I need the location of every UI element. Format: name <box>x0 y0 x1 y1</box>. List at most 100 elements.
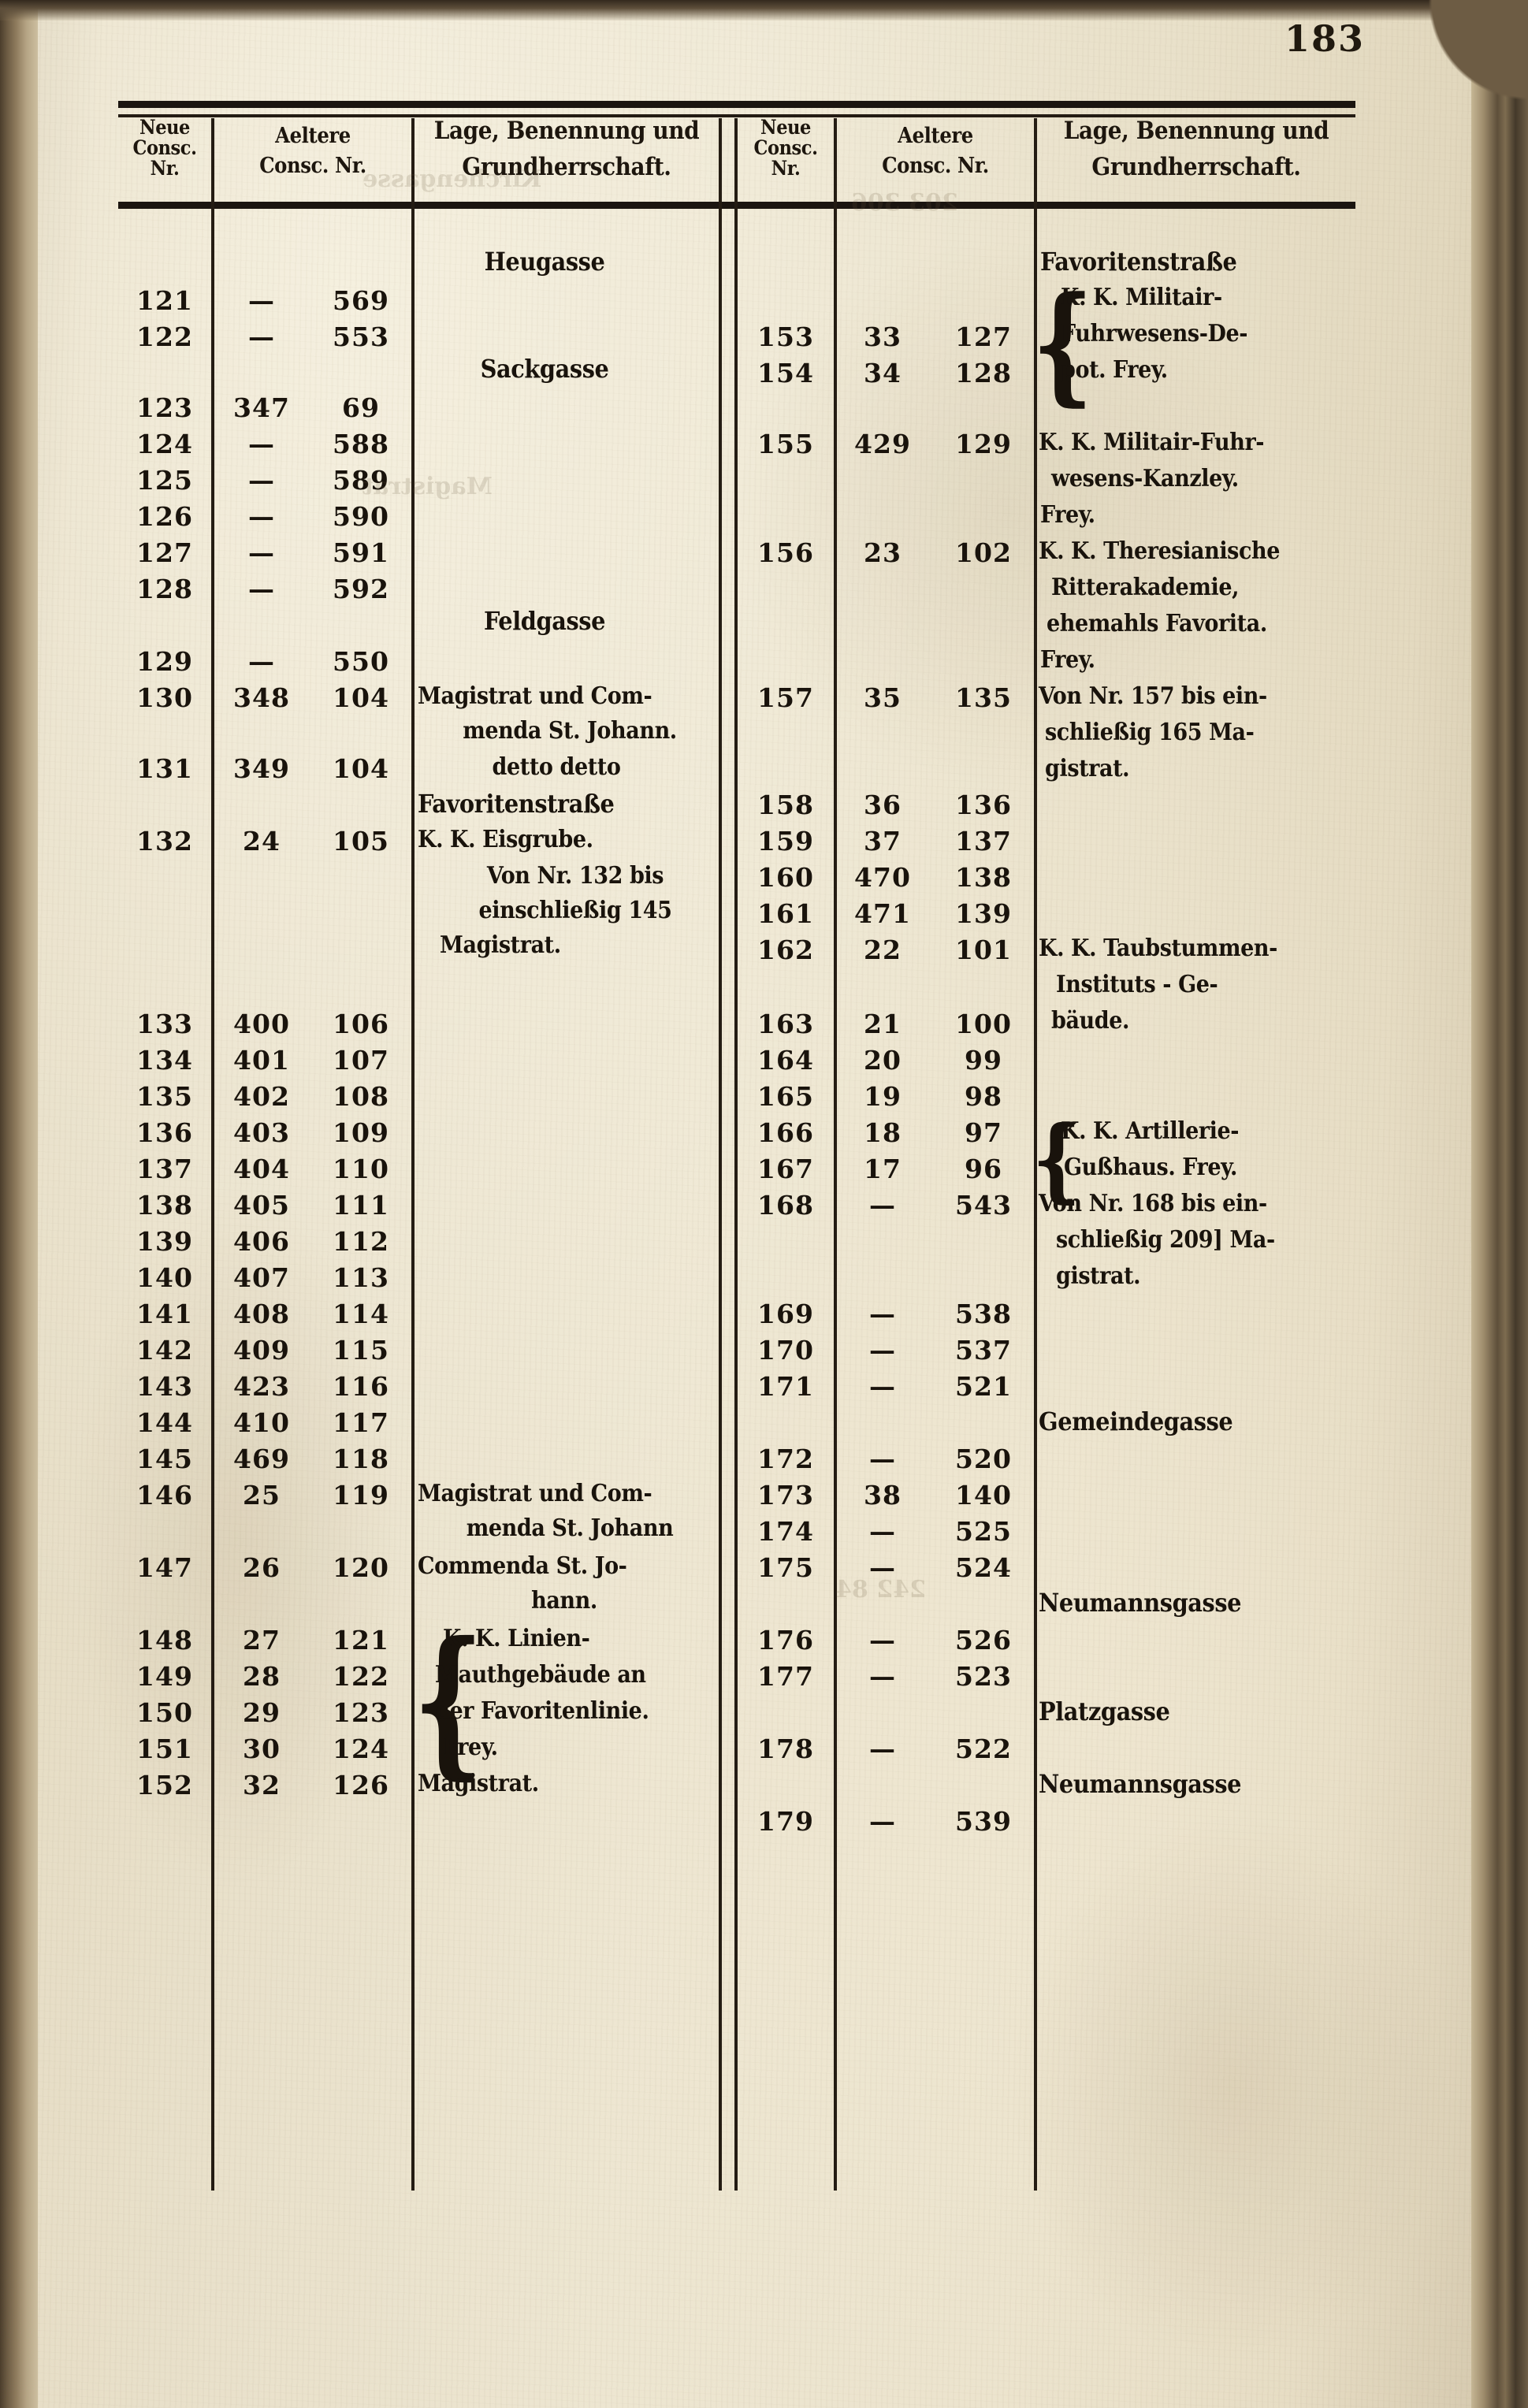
table-row[interactable]: 161 471 139 <box>739 897 1034 931</box>
table-row[interactable]: 149 28 122 <box>118 1659 411 1694</box>
table-row[interactable]: 121 — 569 <box>118 284 411 318</box>
description-line: Commenda St. Jo- <box>418 1552 627 1580</box>
table-row[interactable]: 131 349 104 <box>118 752 411 786</box>
table-row[interactable]: 142 409 115 <box>118 1333 411 1368</box>
cell-new-consc: 167 <box>757 1154 814 1184</box>
table-row[interactable]: 130 348 104 <box>118 681 411 715</box>
table-row[interactable]: 141 408 114 <box>118 1297 411 1332</box>
cell-new-consc: 166 <box>757 1117 814 1148</box>
table-row[interactable]: 132 24 105 <box>118 824 411 859</box>
table-row[interactable]: 146 25 119 <box>118 1478 411 1513</box>
table-row[interactable]: 143 423 116 <box>118 1369 411 1404</box>
table-row[interactable]: 176 — 526 <box>739 1623 1034 1658</box>
table-row[interactable]: 169 — 538 <box>739 1297 1034 1332</box>
table-row[interactable]: 152 32 126 <box>118 1768 411 1803</box>
table-row[interactable]: 129 — 550 <box>118 645 411 679</box>
header-line: Aeltere <box>898 124 973 148</box>
table-row[interactable]: 154 34 128 <box>739 356 1034 391</box>
table-row[interactable]: 137 404 110 <box>118 1152 411 1187</box>
table-row[interactable]: 122 — 553 <box>118 320 411 355</box>
cell-new-consc: 156 <box>757 537 814 568</box>
cell-new-consc: 154 <box>757 358 814 388</box>
table-row[interactable]: 165 19 98 <box>739 1080 1034 1114</box>
table-row[interactable]: 139 406 112 <box>118 1224 411 1259</box>
table-row[interactable]: 138 405 111 <box>118 1188 411 1223</box>
table-row[interactable]: 160 470 138 <box>739 860 1034 895</box>
table-row[interactable]: 140 407 113 <box>118 1261 411 1295</box>
table-row[interactable]: 158 36 136 <box>739 788 1034 823</box>
table-row[interactable]: 127 — 591 <box>118 536 411 570</box>
table-row[interactable]: 164 20 99 <box>739 1043 1034 1078</box>
table-row[interactable]: 163 21 100 <box>739 1007 1034 1042</box>
description-line: Frey. <box>1040 646 1095 674</box>
table-row[interactable]: 136 403 109 <box>118 1116 411 1150</box>
table-row[interactable]: 128 — 592 <box>118 572 411 607</box>
table-row[interactable]: 174 — 525 <box>739 1514 1034 1549</box>
table-row[interactable]: 178 — 522 <box>739 1732 1034 1767</box>
cell-new-consc: 126 <box>136 501 193 532</box>
cell-consc-nr: 112 <box>333 1226 389 1257</box>
right-column-body: 153 33 127 154 34 128 155 429 129 156 23 <box>739 213 1355 2183</box>
table-row[interactable]: 134 401 107 <box>118 1043 411 1078</box>
cell-older-consc: 33 <box>864 321 902 352</box>
cell-older-consc: — <box>248 285 275 316</box>
cell-consc-nr: 524 <box>955 1552 1012 1583</box>
table-row[interactable]: 133 400 106 <box>118 1007 411 1042</box>
cell-older-consc: 400 <box>233 1009 290 1039</box>
cell-older-consc: — <box>248 646 275 677</box>
table-row[interactable]: 172 — 520 <box>739 1442 1034 1477</box>
header-line: Aeltere <box>275 124 351 148</box>
table-row[interactable]: 126 — 590 <box>118 500 411 534</box>
table-row[interactable]: 166 18 97 <box>739 1116 1034 1150</box>
table-row[interactable]: 148 27 121 <box>118 1623 411 1658</box>
table-row[interactable]: 171 — 521 <box>739 1369 1034 1404</box>
cell-older-consc: — <box>869 1516 896 1547</box>
cell-new-consc: 129 <box>136 646 193 677</box>
table-row[interactable]: 135 402 108 <box>118 1080 411 1114</box>
cell-older-consc: 35 <box>864 682 902 713</box>
table-row[interactable]: 168 — 543 <box>739 1188 1034 1223</box>
table-row[interactable]: 157 35 135 <box>739 681 1034 715</box>
description-line: detto detto <box>492 753 621 781</box>
description-line: Magistrat und Com- <box>418 682 652 710</box>
cell-older-consc: 406 <box>233 1226 290 1257</box>
table-row[interactable]: 179 — 539 <box>739 1804 1034 1839</box>
table-row[interactable]: 156 23 102 <box>739 536 1034 570</box>
table-row[interactable]: 147 26 120 <box>118 1551 411 1585</box>
cell-new-consc: 133 <box>136 1009 193 1039</box>
cell-older-consc: 32 <box>243 1770 281 1800</box>
table-header: Neue Consc. Nr. Aeltere Consc. Nr. Lage,… <box>118 111 1355 198</box>
vrule-right-text <box>1034 118 1037 2191</box>
description-line: K. K. Militair- <box>1061 284 1222 311</box>
book-edge-top <box>0 0 1528 20</box>
cell-consc-nr: 590 <box>333 501 389 532</box>
table-row[interactable]: 162 22 101 <box>739 933 1034 968</box>
cell-new-consc: 127 <box>136 537 193 568</box>
table-row[interactable]: 167 17 96 <box>739 1152 1034 1187</box>
description-line: Von Nr. 168 bis ein- <box>1039 1190 1267 1217</box>
table-row[interactable]: 144 410 117 <box>118 1406 411 1440</box>
table-row[interactable]: 155 429 129 <box>739 427 1034 462</box>
description-line: gistrat. <box>1045 755 1130 782</box>
table-row[interactable]: 151 30 124 <box>118 1732 411 1767</box>
table-row[interactable]: 125 — 589 <box>118 463 411 498</box>
table-row[interactable]: 150 29 123 <box>118 1696 411 1730</box>
table-row[interactable]: 173 38 140 <box>739 1478 1034 1513</box>
description-line: hann. <box>531 1587 597 1615</box>
description-line: Magistrat. <box>440 931 561 959</box>
table-row[interactable]: 153 33 127 <box>739 320 1034 355</box>
cell-older-consc: — <box>869 1625 896 1656</box>
cell-new-consc: 160 <box>757 862 814 893</box>
description-line: Ritterakademie, <box>1051 574 1240 601</box>
table-row[interactable]: 145 469 118 <box>118 1442 411 1477</box>
table-row[interactable]: 123 347 69 <box>118 391 411 425</box>
cell-consc-nr: 115 <box>333 1335 389 1366</box>
table-row[interactable]: 175 — 524 <box>739 1551 1034 1585</box>
table-row[interactable]: 124 — 588 <box>118 427 411 462</box>
table-row[interactable]: 159 37 137 <box>739 824 1034 859</box>
table-row[interactable]: 177 — 523 <box>739 1659 1034 1694</box>
cell-older-consc: 405 <box>233 1190 290 1221</box>
table-row[interactable]: 170 — 537 <box>739 1333 1034 1368</box>
description-line: ehemahls Favorita. <box>1047 610 1267 637</box>
cell-new-consc: 130 <box>136 682 193 713</box>
